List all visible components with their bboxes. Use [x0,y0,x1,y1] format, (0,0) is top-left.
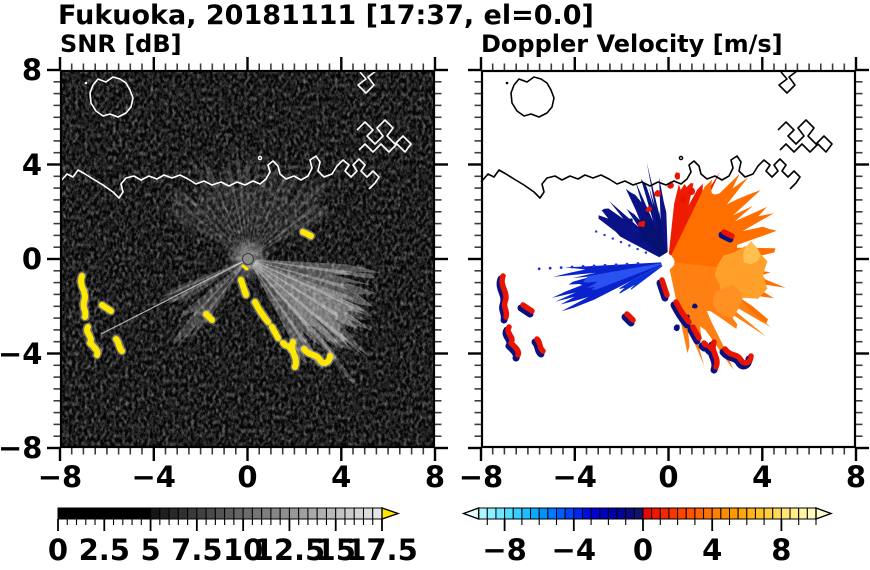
x-tick-label: 4 [331,460,352,494]
x-tick-label: 8 [845,460,867,494]
snr-colorbar-label: 2.5 [78,533,130,567]
panel-frame [480,69,857,449]
doppler-colorbar-label: −8 [482,533,527,567]
snr-colorbar-label: 5 [140,533,161,567]
snr-strong-echo-yellow [78,229,333,370]
doppler-colorbar-image [461,506,834,531]
x-tick-label: −4 [552,460,597,494]
snr-colorbar-label: 17.5 [346,533,418,567]
doppler-under-range-arrow [461,506,480,521]
doppler-colorbar-label: 0 [632,533,654,567]
snr-over-range-arrow [381,507,401,520]
doppler-colorbar-label: 8 [771,533,792,567]
snr-colorbar-label: 10 [222,533,264,567]
y-tick-label: 8 [21,53,42,87]
snr-map-image [47,57,448,461]
snr-thin-ray [100,258,249,335]
radar-site-dot [242,253,254,265]
snr-colorbar-label: 7.5 [171,533,223,567]
x-tick-label: 8 [424,460,446,494]
panel-title-doppler: Doppler Velocity [m/s] [481,30,783,58]
doppler-colorbar-label: −4 [551,533,597,567]
doppler-map-panel [468,57,869,461]
figure-title: Fukuoka, 20181111 [17:37, el=0.0] [58,0,594,31]
axes-ticks [47,57,448,461]
doppler-colorbar-label: 4 [702,533,723,567]
y-tick-label: 4 [21,147,42,182]
doppler-colorbar [455,500,855,570]
snr-colorbar-label: 12.5 [253,533,326,567]
coastline [59,70,412,199]
doppler-echo-red [499,229,754,370]
doppler-over-range-arrow [815,506,834,521]
x-tick-label: −8 [458,460,504,494]
snr-colorbar-label: 0 [47,533,69,567]
snr-colorbar-image [57,507,401,531]
y-tick-label: −8 [0,431,43,465]
panel-frame [59,69,436,449]
snr-colorbar-label: 15 [315,533,356,567]
y-tick-label: 0 [21,242,42,276]
radar-site-circle [661,255,675,269]
x-tick-label: −4 [131,460,176,494]
x-tick-label: 0 [237,460,258,494]
snr-map-panel [47,57,448,461]
doppler-map-image [468,57,869,461]
doppler-echo-navy-rim [496,231,753,374]
coastline [480,70,833,199]
panel-title-snr: SNR [dB] [60,30,182,58]
axes-ticks [468,57,869,461]
y-tick-label: −4 [0,336,43,371]
snr-radial-beams [157,148,381,384]
x-tick-label: 4 [752,460,773,494]
snr-colorbar [40,500,420,570]
x-tick-label: −8 [37,460,83,494]
x-tick-label: 0 [658,460,679,494]
